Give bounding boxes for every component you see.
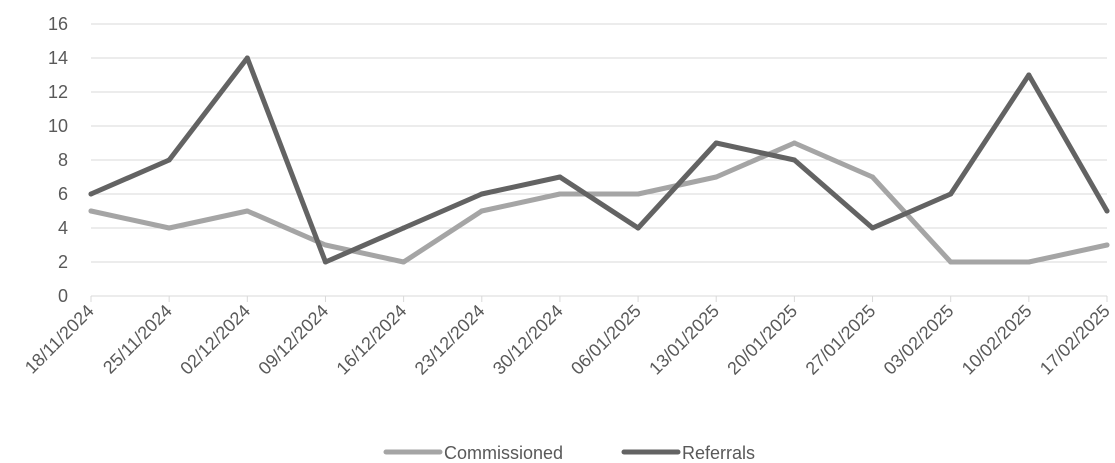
x-tick-label: 20/01/2025: [723, 301, 801, 379]
y-tick-label: 16: [48, 14, 68, 34]
x-axis: 18/11/2024 25/11/2024 02/12/2024 09/12/2024…: [21, 295, 1114, 379]
x-tick-label: 25/11/2024: [99, 301, 176, 378]
data-point: [322, 242, 328, 248]
data-point: [557, 191, 563, 197]
x-tick-label: 03/02/2025: [880, 301, 958, 379]
data-point: [948, 259, 954, 265]
x-tick-label: 16/12/2024: [333, 301, 411, 379]
y-tick-label: 6: [58, 184, 68, 204]
data-point: [870, 225, 876, 231]
data-point: [166, 225, 172, 231]
data-point: [1026, 72, 1032, 78]
data-point: [635, 191, 641, 197]
y-tick-label: 0: [58, 286, 68, 306]
data-point: [1104, 242, 1110, 248]
y-tick-label: 10: [48, 116, 68, 136]
data-point: [244, 55, 250, 61]
x-tick-label: 10/02/2025: [958, 301, 1036, 379]
data-point: [1104, 208, 1110, 214]
x-tick-label: 18/11/2024: [21, 301, 98, 378]
data-point: [948, 191, 954, 197]
series-lines: [88, 55, 1110, 265]
x-tick-label: 23/12/2024: [411, 301, 489, 379]
x-tick-label: 13/01/2025: [645, 301, 723, 379]
y-tick-label: 14: [48, 48, 68, 68]
y-tick-label: 2: [58, 252, 68, 272]
legend: Commissioned Referrals: [383, 443, 755, 463]
data-point: [401, 225, 407, 231]
y-tick-label: 12: [48, 82, 68, 102]
data-point: [870, 174, 876, 180]
data-point: [791, 140, 797, 146]
data-point: [713, 174, 719, 180]
x-tick-label: 06/01/2025: [567, 301, 645, 379]
x-tick-label: 27/01/2025: [802, 301, 880, 379]
x-tick-label: 09/12/2024: [254, 301, 332, 379]
data-point: [791, 157, 797, 163]
data-point: [713, 140, 719, 146]
series-line-1: [88, 55, 1110, 265]
data-point: [88, 208, 94, 214]
data-point: [322, 259, 328, 265]
x-tick-label: 17/02/2025: [1036, 301, 1114, 379]
data-point: [635, 225, 641, 231]
data-point: [557, 174, 563, 180]
legend-label-0: Commissioned: [444, 443, 563, 463]
x-tick-label: 02/12/2024: [176, 301, 254, 379]
data-point: [88, 191, 94, 197]
legend-label-1: Referrals: [682, 443, 755, 463]
y-axis-ticks: 0 2 4 6 8 10 12 14 16: [48, 14, 68, 306]
x-tick-label: 30/12/2024: [489, 301, 567, 379]
data-point: [166, 157, 172, 163]
y-tick-label: 8: [58, 150, 68, 170]
series-line-0: [88, 140, 1110, 265]
data-point: [1026, 259, 1032, 265]
data-point: [479, 191, 485, 197]
data-point: [401, 259, 407, 265]
data-point: [479, 208, 485, 214]
y-tick-label: 4: [58, 218, 68, 238]
data-point: [244, 208, 250, 214]
